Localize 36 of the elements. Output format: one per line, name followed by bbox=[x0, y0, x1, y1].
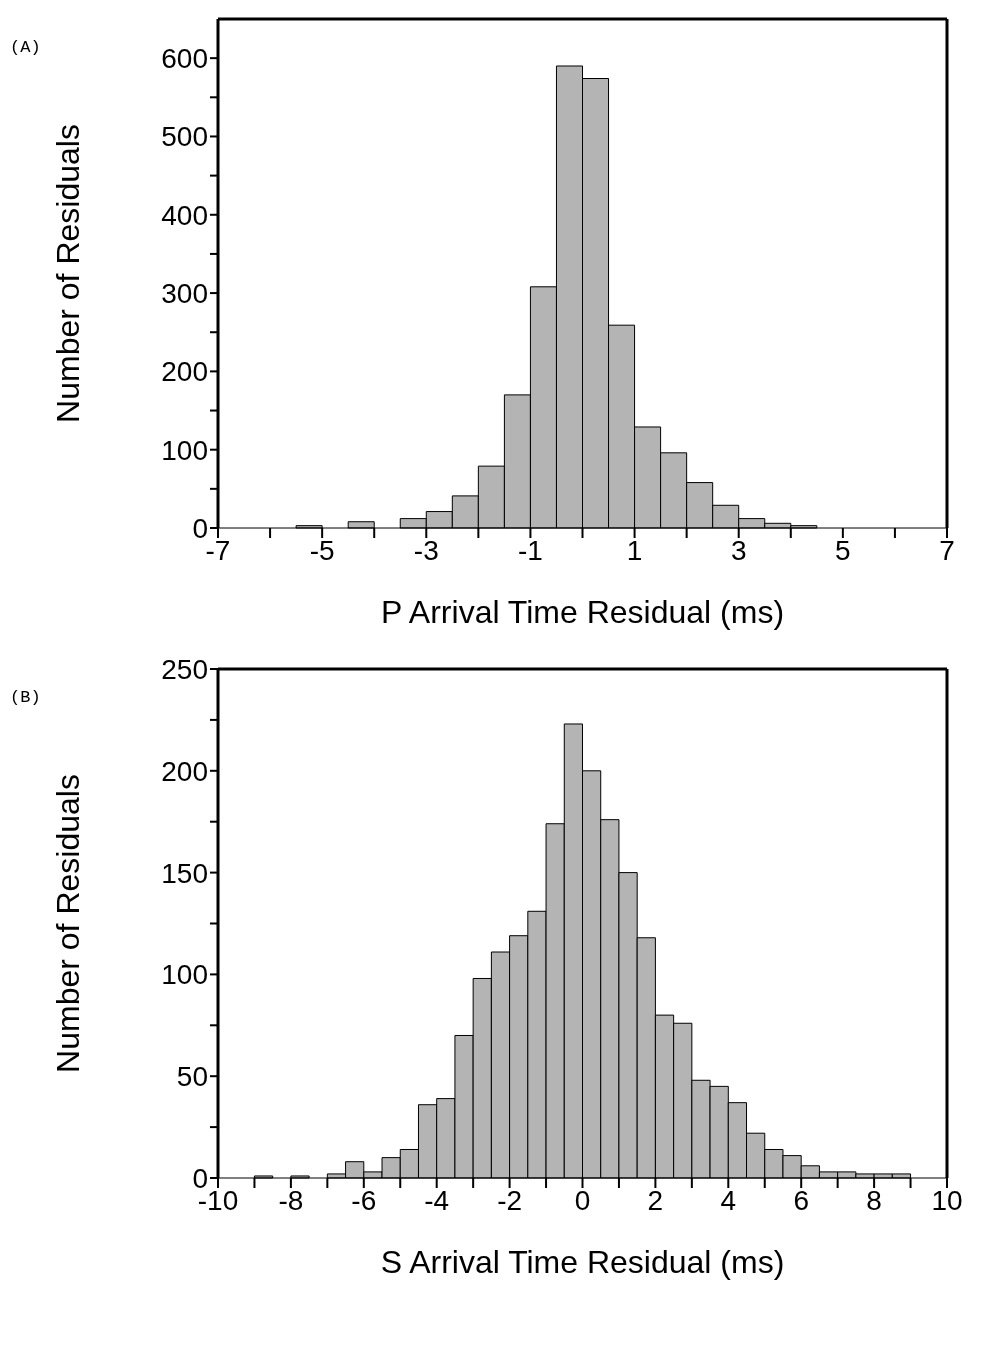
y-axis-title: Number of Residuals bbox=[50, 774, 87, 1073]
x-tick-label: -7 bbox=[205, 534, 231, 566]
x-tick-label: 3 bbox=[730, 534, 747, 566]
x-tick-label: 2 bbox=[647, 1184, 664, 1216]
y-tick-label: 50 bbox=[176, 1061, 208, 1093]
y-tick-label: 500 bbox=[161, 121, 208, 153]
y-tick-label: 400 bbox=[161, 199, 208, 231]
y-tick-label: 100 bbox=[161, 959, 208, 991]
y-tick-label: 300 bbox=[161, 278, 208, 310]
y-tick-label: 0 bbox=[192, 512, 208, 544]
x-tick-label: -5 bbox=[309, 534, 335, 566]
text: (A) bbox=[10, 38, 41, 57]
text: (B) bbox=[10, 688, 41, 707]
x-tick-label: -2 bbox=[497, 1184, 523, 1216]
x-tick-label: 1 bbox=[626, 534, 643, 566]
x-tick-label: -8 bbox=[278, 1184, 304, 1216]
x-tick-label: 0 bbox=[574, 1184, 591, 1216]
x-axis-title: P Arrival Time Residual (ms) bbox=[380, 594, 785, 630]
x-tick-label: -4 bbox=[424, 1184, 450, 1216]
x-tick-label: 5 bbox=[835, 534, 851, 566]
x-tick-label: -1 bbox=[517, 534, 543, 566]
x-tick-label: 10 bbox=[931, 1184, 963, 1216]
y-tick-label: 250 bbox=[161, 653, 208, 685]
y-tick-label: 150 bbox=[161, 857, 208, 889]
y-axis-title: Number of Residuals bbox=[50, 124, 87, 423]
x-tick-label: 8 bbox=[866, 1184, 882, 1216]
y-tick-label: 600 bbox=[161, 43, 208, 75]
y-tick-label: 100 bbox=[161, 434, 208, 466]
y-tick-label: 200 bbox=[161, 356, 208, 388]
x-tick-label: 6 bbox=[793, 1184, 809, 1216]
x-tick-label: -6 bbox=[351, 1184, 377, 1216]
x-tick-label: -3 bbox=[413, 534, 439, 566]
x-tick-label: 4 bbox=[720, 1184, 737, 1216]
x-axis-title: S Arrival Time Residual (ms) bbox=[380, 1244, 785, 1280]
y-tick-label: 200 bbox=[161, 755, 208, 787]
x-tick-label: 7 bbox=[939, 534, 955, 566]
